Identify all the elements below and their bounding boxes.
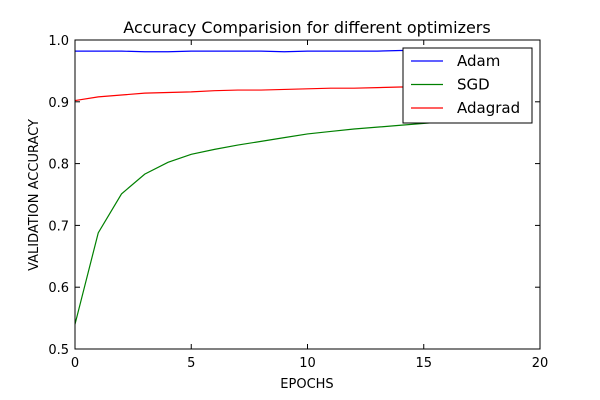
legend: Adam SGD Adagrad	[402, 47, 533, 124]
y-tick-label: 1.0	[48, 34, 69, 49]
y-tick-label: 0.8	[48, 158, 69, 173]
x-tick-label: 0	[71, 356, 79, 371]
y-tick-label: 0.9	[48, 96, 69, 111]
y-tick-label: 0.5	[48, 343, 69, 358]
x-axis-label: EPOCHS	[280, 377, 333, 392]
y-axis-label: VALIDATION ACCURACY	[27, 119, 42, 271]
legend-label-sgd: SGD	[457, 76, 490, 94]
ticks-layer: 0 5 10 15 20 0.5 0.6 0.7 0.8 0.9 1.0	[48, 34, 548, 371]
x-tick-label: 20	[532, 356, 549, 371]
x-tick-label: 10	[299, 356, 316, 371]
x-tick-label: 15	[415, 356, 432, 371]
series-line-sgd	[74, 117, 517, 325]
legend-label-adagrad: Adagrad	[457, 99, 520, 117]
legend-label-adam: Adam	[457, 52, 500, 70]
x-tick-label: 5	[187, 356, 195, 371]
chart-title: Accuracy Comparision for different optim…	[123, 18, 490, 37]
y-tick-label: 0.7	[48, 219, 69, 234]
y-tick-label: 0.6	[48, 281, 69, 296]
